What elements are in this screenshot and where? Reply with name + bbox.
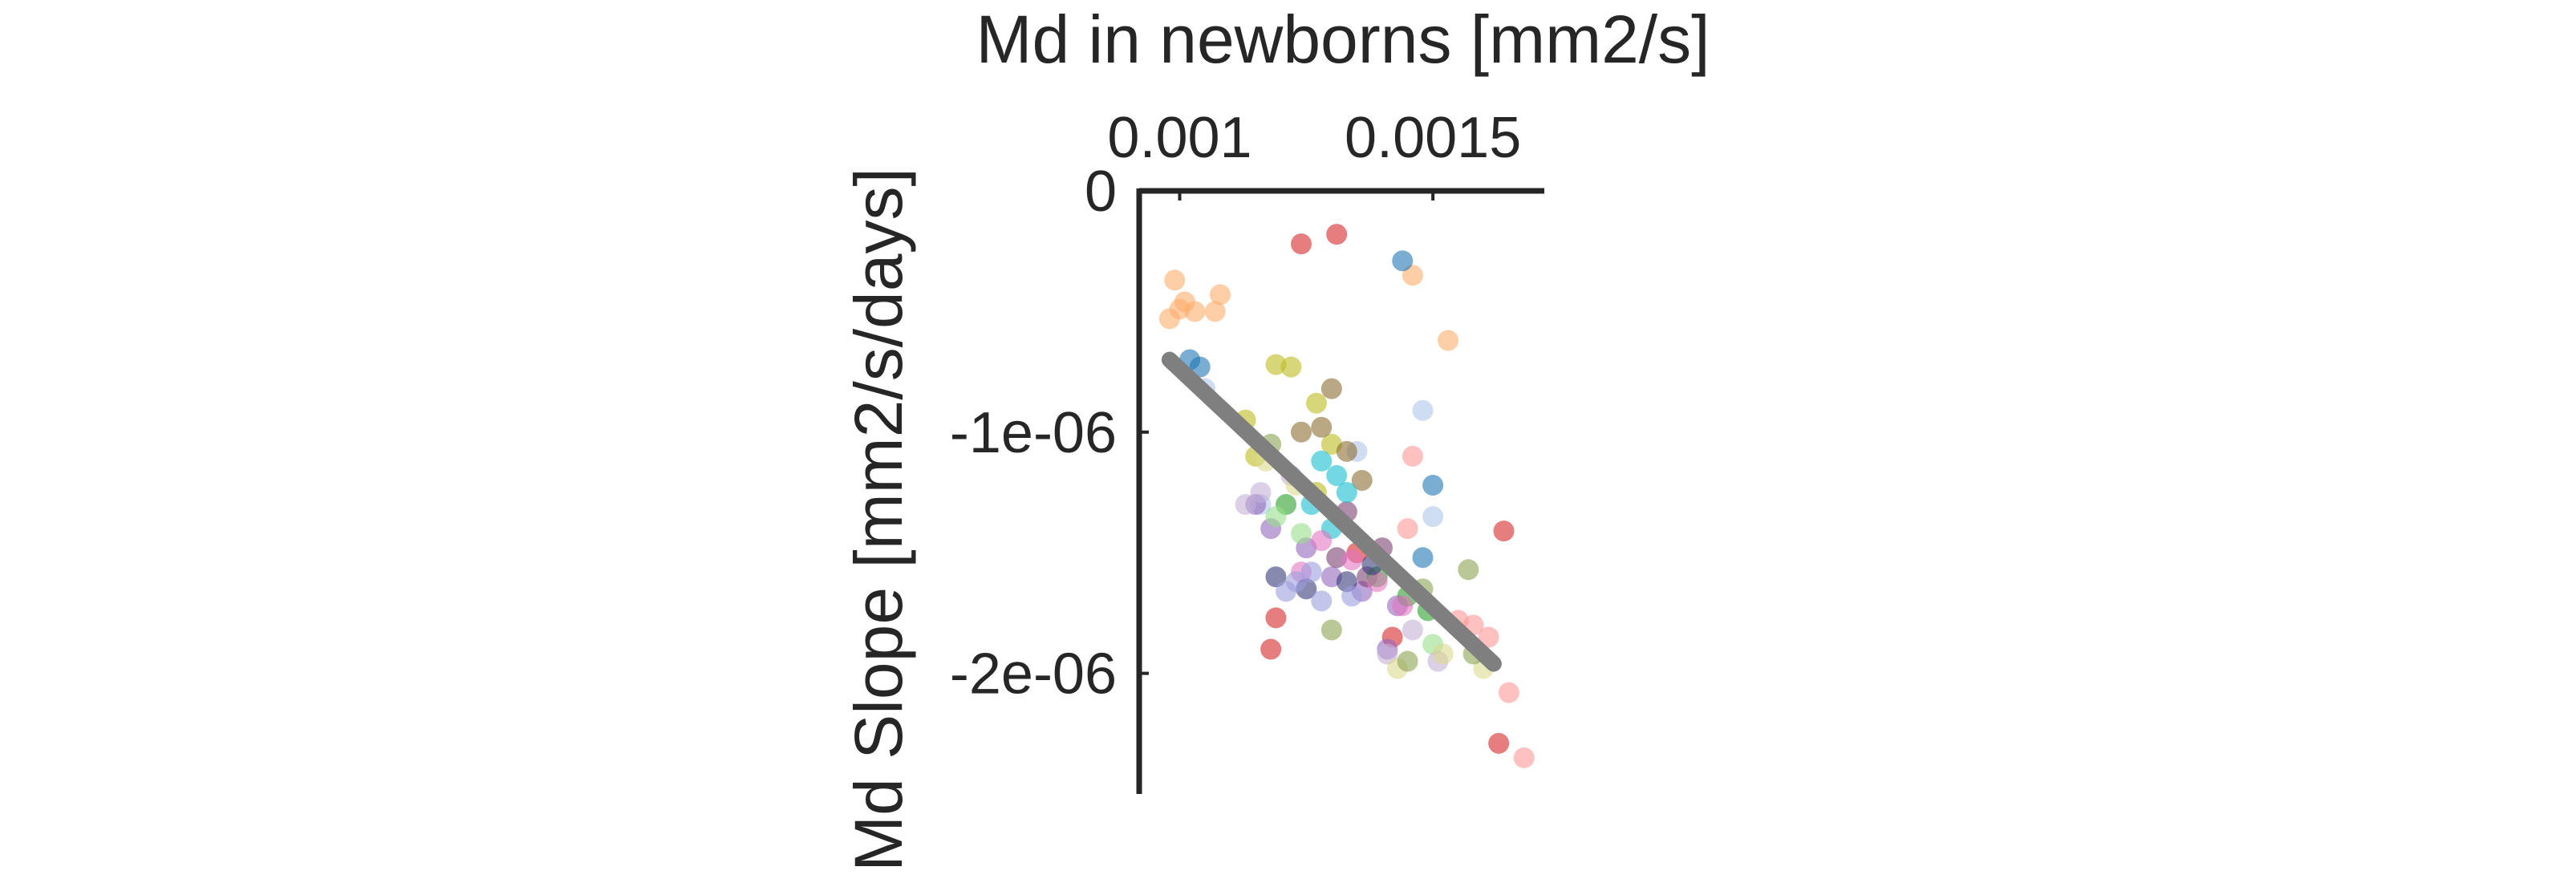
scatter-point [1392, 595, 1414, 617]
scatter-point [1265, 566, 1287, 588]
scatter-point [1320, 378, 1342, 399]
scatter-point [1366, 571, 1388, 593]
y-tick-label: -1e-06 [950, 401, 1117, 465]
x-tick-label: 0.001 [1107, 106, 1251, 170]
scatter-point [1412, 547, 1434, 569]
ticks: 0.001 0.0015 0 -1e-06 -2e-06 [950, 106, 1521, 707]
scatter-point [1164, 269, 1186, 291]
scatter-point [1513, 747, 1535, 768]
scatter-point [1326, 224, 1348, 245]
scatter-point [1276, 581, 1297, 602]
scatter-point [1210, 284, 1231, 306]
x-tick-label: 0.0015 [1345, 106, 1521, 170]
scatter-point [1336, 482, 1357, 503]
scatter-point [1458, 559, 1479, 581]
scatter-point [1184, 301, 1206, 322]
scatter-point [1336, 440, 1357, 462]
fit-line [1161, 351, 1502, 672]
scatter-point [1488, 732, 1510, 754]
fit-line-group [1161, 351, 1502, 672]
scatter-point [1351, 469, 1373, 491]
x-axis-label: Md in newborns [mm2/s] [976, 2, 1710, 77]
scatter-point [1320, 619, 1342, 641]
axes [1136, 188, 1544, 794]
scatter-point [1291, 421, 1312, 443]
data-points [1158, 224, 1535, 768]
scatter-point [1291, 233, 1312, 255]
scatter-point [1280, 356, 1302, 378]
scatter-point [1493, 520, 1515, 542]
scatter-point [1432, 643, 1454, 665]
scatter-point [1498, 682, 1519, 703]
scatter-point [1235, 494, 1256, 516]
scatter-point [1189, 356, 1211, 378]
y-axis-label: Md Slope [mm2/s/days] [841, 168, 916, 872]
scatter-point [1300, 561, 1322, 583]
scatter-point [1341, 585, 1363, 607]
scatter-point [1311, 530, 1333, 552]
scatter-point [1311, 416, 1333, 438]
scatter-point [1326, 464, 1348, 486]
y-tick-label: 0 [1085, 160, 1117, 224]
scatter-point [1341, 549, 1363, 571]
scatter-point [1250, 482, 1272, 503]
scatter-point [1311, 450, 1333, 472]
scatter-point [1422, 474, 1444, 496]
scatter-point [1392, 250, 1414, 272]
scatter-point [1311, 590, 1333, 612]
scatter-point [1422, 506, 1444, 528]
scatter-point [1397, 518, 1418, 540]
scatter-point [1438, 330, 1459, 351]
scatter-point [1402, 445, 1423, 467]
scatter-point [1265, 607, 1287, 629]
scatter-point [1412, 399, 1434, 421]
scatter-point [1265, 506, 1287, 528]
scatter-point [1204, 301, 1226, 322]
y-tick-label: -2e-06 [950, 642, 1117, 707]
scatter-point [1402, 619, 1423, 641]
scatter-point [1291, 523, 1312, 545]
scatter-point [1397, 650, 1418, 672]
scatter-point [1305, 392, 1327, 414]
scatter-point [1377, 643, 1398, 665]
scatter-point [1402, 265, 1423, 286]
scatter-point [1478, 626, 1499, 648]
scatter-point [1260, 638, 1282, 660]
